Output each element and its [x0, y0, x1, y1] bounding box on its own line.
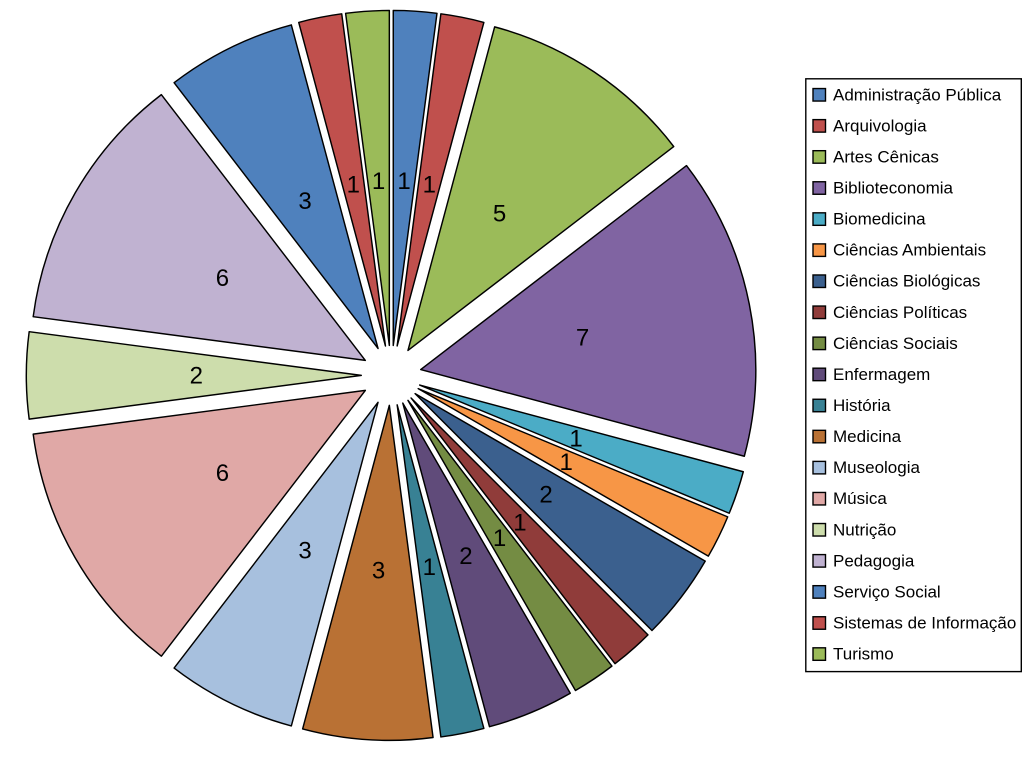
svg-text:1: 1 [372, 168, 385, 195]
svg-text:Ciências Sociais: Ciências Sociais [833, 334, 958, 353]
svg-text:Artes Cênicas: Artes Cênicas [833, 147, 939, 166]
svg-text:1: 1 [493, 525, 506, 552]
svg-text:Medicina: Medicina [833, 427, 902, 446]
svg-text:Pedagogia: Pedagogia [833, 551, 915, 570]
svg-text:Biomedicina: Biomedicina [833, 210, 926, 229]
svg-text:Serviço Social: Serviço Social [833, 582, 941, 601]
svg-text:1: 1 [397, 168, 410, 195]
svg-text:2: 2 [190, 363, 203, 390]
svg-text:História: História [833, 396, 891, 415]
svg-text:Ciências Políticas: Ciências Políticas [833, 303, 967, 322]
svg-text:3: 3 [298, 188, 311, 215]
svg-text:5: 5 [493, 201, 506, 228]
svg-text:1: 1 [423, 171, 436, 198]
svg-text:Arquivologia: Arquivologia [833, 116, 927, 135]
svg-text:1: 1 [423, 554, 436, 581]
svg-text:1: 1 [569, 425, 582, 452]
svg-text:Ciências Ambientais: Ciências Ambientais [833, 241, 986, 260]
svg-text:Museologia: Museologia [833, 458, 920, 477]
svg-text:2: 2 [459, 543, 472, 570]
svg-text:Sistemas de Informação: Sistemas de Informação [833, 613, 1016, 632]
svg-text:Nutrição: Nutrição [833, 520, 896, 539]
svg-text:Enfermagem: Enfermagem [833, 365, 930, 384]
svg-text:Ciências Biológicas: Ciências Biológicas [833, 272, 980, 291]
svg-text:Biblioteconomia: Biblioteconomia [833, 179, 954, 198]
svg-text:1: 1 [513, 509, 526, 536]
svg-text:6: 6 [216, 460, 229, 487]
svg-text:7: 7 [576, 325, 589, 352]
svg-text:3: 3 [372, 557, 385, 584]
svg-text:1: 1 [560, 449, 573, 476]
svg-text:3: 3 [298, 538, 311, 565]
svg-text:2: 2 [539, 481, 552, 508]
svg-text:Música: Música [833, 489, 887, 508]
svg-text:Turismo: Turismo [833, 645, 894, 664]
svg-text:Administração Pública: Administração Pública [833, 85, 1002, 104]
svg-text:1: 1 [347, 171, 360, 198]
svg-text:6: 6 [216, 265, 229, 292]
